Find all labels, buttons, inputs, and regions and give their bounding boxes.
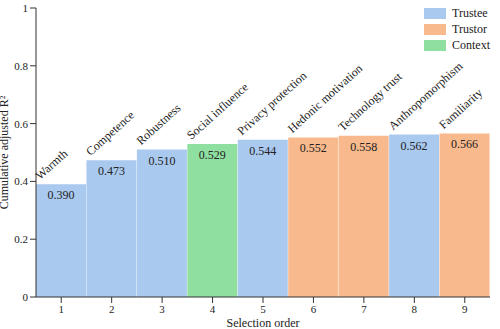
html-text:Trustor: Trustor <box>452 22 487 36</box>
svg-text:3: 3 <box>159 303 165 315</box>
svg-text:Technology trust: Technology trust <box>335 69 405 134</box>
svg-text:Robustness: Robustness <box>134 101 184 148</box>
svg-text:5: 5 <box>260 303 266 315</box>
svg-text:9: 9 <box>462 303 468 315</box>
svg-text:Competence: Competence <box>83 108 137 159</box>
svg-text:Warmth: Warmth <box>33 146 71 182</box>
svg-text:8: 8 <box>412 303 418 315</box>
svg-text:0: 0 <box>23 291 29 303</box>
svg-text:1: 1 <box>23 2 29 14</box>
svg-text:0.473: 0.473 <box>98 164 125 178</box>
svg-text:0.558: 0.558 <box>350 140 377 154</box>
svg-text:0.529: 0.529 <box>199 148 226 162</box>
svg-text:0.6: 0.6 <box>14 118 28 130</box>
svg-text:Familiarity: Familiarity <box>436 86 485 132</box>
html-text:Trustee: Trustee <box>452 6 488 20</box>
svg-text:0.510: 0.510 <box>148 154 175 168</box>
svg-text:Cumulative adjusted R²: Cumulative adjusted R² <box>8 95 11 209</box>
svg-text:Anthropomorphism: Anthropomorphism <box>385 59 466 133</box>
svg-text:0.552: 0.552 <box>300 141 327 155</box>
svg-text:Privacy protection: Privacy protection <box>234 68 310 138</box>
svg-text:Selection order: Selection order <box>227 316 300 329</box>
svg-text:0.4: 0.4 <box>14 175 28 187</box>
svg-text:0.544: 0.544 <box>249 144 276 158</box>
svg-text:7: 7 <box>361 303 367 315</box>
svg-text:Social influence: Social influence <box>184 80 251 143</box>
svg-text:6: 6 <box>311 303 317 315</box>
html-text:Context: Context <box>452 38 490 52</box>
svg-text:0.562: 0.562 <box>401 139 428 153</box>
svg-text:0.566: 0.566 <box>451 137 478 151</box>
svg-text:0.390: 0.390 <box>48 188 75 202</box>
svg-text:2: 2 <box>109 303 115 315</box>
svg-text:Hedonic motivation: Hedonic motivation <box>284 61 366 136</box>
svg-text:0.8: 0.8 <box>14 60 28 72</box>
svg-text:1: 1 <box>58 303 64 315</box>
svg-text:4: 4 <box>210 303 216 315</box>
svg-text:0.2: 0.2 <box>14 233 28 245</box>
